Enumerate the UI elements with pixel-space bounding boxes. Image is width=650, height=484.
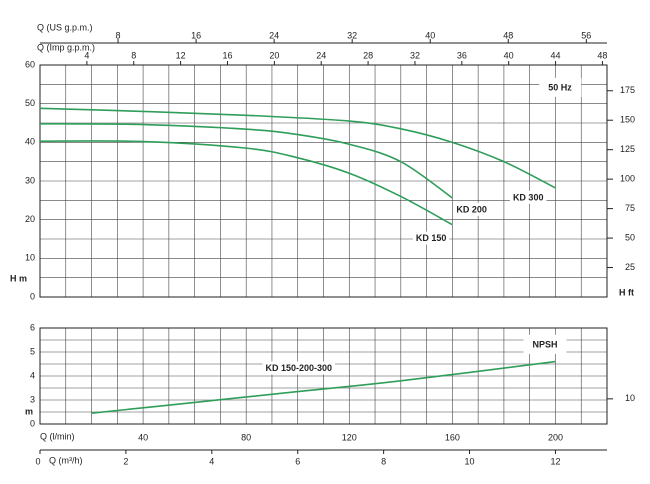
y-axis-title: H m xyxy=(10,273,27,283)
curve-label: KD 150 xyxy=(416,233,447,243)
curve-label: KD 300 xyxy=(513,192,544,202)
bottom-axis-tick-label: 4 xyxy=(209,456,214,466)
bottom-axis-tick-label: 8 xyxy=(381,456,386,466)
plot-frame xyxy=(39,64,608,298)
top-axis-tick-label: 16 xyxy=(191,30,201,40)
top-axis-tick-label: 40 xyxy=(504,50,514,60)
top-axis-tick-label: 32 xyxy=(347,30,357,40)
x-tick-label: 120 xyxy=(342,432,357,442)
top-axis-tick-label: 48 xyxy=(503,30,513,40)
y2-tick-label: 150 xyxy=(620,115,635,125)
bottom-axis-title: Q (m³/h) xyxy=(49,455,83,465)
top-axis-tick-label: 56 xyxy=(581,30,591,40)
top-axis-tick-label: 28 xyxy=(363,50,373,60)
bottom-axis-tick-label: 2 xyxy=(123,456,128,466)
x-tick-label: 160 xyxy=(445,432,460,442)
y-tick-label: 40 xyxy=(25,137,35,147)
top-axis-tick-label: 40 xyxy=(425,30,435,40)
bottom-axis-tick-label: 6 xyxy=(295,456,300,466)
x-tick-label: 200 xyxy=(548,432,563,442)
top-axis-tick-label: 36 xyxy=(457,50,467,60)
bottom-axis-tick-label: 10 xyxy=(465,456,475,466)
label-background xyxy=(523,334,567,354)
y-tick-label: 60 xyxy=(25,59,35,69)
curve xyxy=(39,107,556,189)
y2-tick-label: 100 xyxy=(620,174,635,184)
label-background xyxy=(453,202,490,216)
plot-frame xyxy=(39,327,608,425)
y2-tick-label: 50 xyxy=(625,232,635,242)
top-axis-tick-label: 24 xyxy=(269,30,279,40)
label-background xyxy=(412,231,450,245)
top-axis-tick-label: 16 xyxy=(222,50,232,60)
y2-axis-title: H ft xyxy=(619,287,634,297)
curve-label: KD 200 xyxy=(456,204,487,214)
y-tick-label: 4 xyxy=(30,370,35,380)
x-tick-label: 40 xyxy=(138,432,148,442)
top-axis-title: Q (US g.p.m.) xyxy=(37,22,93,32)
label-background xyxy=(262,361,336,375)
curve xyxy=(91,360,556,414)
top-axis-tick-label: 24 xyxy=(316,50,326,60)
top-axis-tick-label: 8 xyxy=(116,30,121,40)
y2-tick-label: 25 xyxy=(625,262,635,272)
bottom-axis-tick-label: 12 xyxy=(550,456,560,466)
y-tick-label: 10 xyxy=(25,253,35,263)
label-background xyxy=(539,77,582,97)
top-axis-tick-label: 44 xyxy=(551,50,561,60)
y-tick-label: 0 xyxy=(30,418,35,428)
y2-tick-label: 10 xyxy=(625,393,635,403)
top-axis-tick-label: 32 xyxy=(410,50,420,60)
curve xyxy=(39,140,453,226)
curve-label: KD 150-200-300 xyxy=(265,363,332,373)
x-axis-title: Q (l/min) xyxy=(40,431,75,441)
top-axis-tick-label: 4 xyxy=(84,50,89,60)
y2-tick-label: 75 xyxy=(625,203,635,213)
top-axis-tick-label: 12 xyxy=(176,50,186,60)
y-axis-title: m xyxy=(25,406,33,416)
y-tick-label: 0 xyxy=(30,291,35,301)
top-axis-tick-label: 20 xyxy=(269,50,279,60)
top-axis-title: Q (Imp g.p.m.) xyxy=(37,42,95,52)
curve xyxy=(39,122,453,199)
y-tick-label: 20 xyxy=(25,214,35,224)
y-tick-label: 3 xyxy=(30,394,35,404)
y-tick-label: 50 xyxy=(25,98,35,108)
y-tick-label: 5 xyxy=(30,346,35,356)
x-tick-label: 80 xyxy=(241,432,251,442)
top-axis-tick-label: 8 xyxy=(131,50,136,60)
y-tick-label: 30 xyxy=(25,175,35,185)
annotation: NPSH xyxy=(532,339,557,349)
label-background xyxy=(509,190,547,204)
y2-tick-label: 125 xyxy=(620,144,635,154)
y-tick-label: 6 xyxy=(30,322,35,332)
bottom-axis-tick-label: 0 xyxy=(35,456,40,466)
y2-tick-label: 175 xyxy=(620,85,635,95)
top-axis-tick-label: 48 xyxy=(597,50,607,60)
annotation: 50 Hz xyxy=(548,82,572,92)
